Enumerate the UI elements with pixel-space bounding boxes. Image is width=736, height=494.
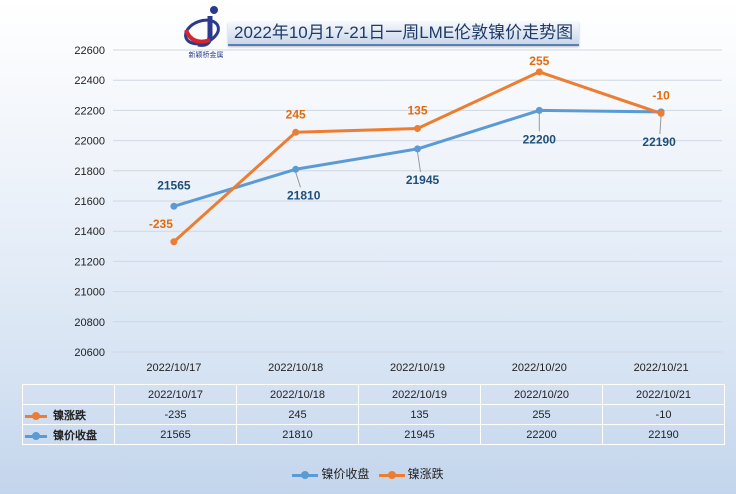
legend-item-close: 镍价收盘 [292, 465, 369, 482]
table-cell: 21810 [236, 424, 359, 445]
point-change [657, 109, 665, 117]
data-label-close: 21565 [157, 178, 191, 192]
data-label-change: 255 [529, 54, 549, 68]
leader-line [417, 151, 421, 172]
series-line-change [172, 70, 663, 244]
table-row-close: 镍价收盘 21565 21810 21945 22200 22190 [22, 424, 725, 445]
table-cell: 21945 [358, 424, 481, 445]
y-tick-label: 21800 [74, 166, 105, 178]
data-label-change: -10 [652, 88, 670, 102]
point-change [292, 128, 300, 136]
x-tick-label: 2022/10/18 [268, 362, 323, 374]
x-tick-label: 2022/10/17 [146, 362, 201, 374]
close-series-key-icon [25, 431, 47, 441]
data-label-close: 21810 [287, 188, 321, 202]
table-header-cell: 2022/10/20 [480, 384, 603, 405]
table-row-change: 镍涨跌 -235 245 135 255 -10 [22, 404, 725, 425]
chart-title: 2022年10月17-21日一周LME伦敦镍价走势图 [228, 22, 580, 46]
point-change [170, 238, 178, 246]
y-tick-label: 22400 [74, 75, 105, 87]
data-label-close: 22200 [523, 132, 557, 146]
y-tick-label: 21600 [74, 196, 105, 208]
x-tick-label: 2022/10/19 [390, 362, 445, 374]
chart-legend: 镍价收盘 镍涨跌 [0, 465, 736, 482]
table-cell: 135 [358, 404, 481, 425]
data-label-change: 135 [407, 104, 427, 118]
table-cell: -10 [602, 404, 725, 425]
leader-line [659, 114, 662, 134]
y-tick-label: 21400 [74, 226, 105, 238]
row-label-change: 镍涨跌 [53, 409, 86, 422]
table-cell: 21565 [114, 424, 237, 445]
data-table: 2022/10/17 2022/10/18 2022/10/19 2022/10… [22, 384, 725, 445]
series-line-close [172, 108, 663, 208]
data-label-change: 245 [286, 107, 306, 121]
change-series-key-icon [25, 411, 47, 421]
company-logo: 新颖桥金属 [184, 6, 224, 59]
table-cell: 245 [236, 404, 359, 425]
legend-item-change: 镍涨跌 [378, 465, 444, 482]
legend-line-marker-icon [378, 470, 405, 480]
y-tick-label: 20800 [74, 317, 105, 329]
leader-line [295, 172, 301, 188]
y-tick-label: 22000 [74, 136, 105, 148]
table-header-cell: 2022/10/17 [114, 384, 237, 405]
table-cell: 22200 [480, 424, 603, 445]
y-tick-label: 21000 [74, 287, 105, 299]
table-cell: 22190 [602, 424, 725, 445]
table-header-cell: 2022/10/21 [602, 384, 725, 405]
line-chart: 20600 20800 21000 21200 21400 21600 21800 22000… [74, 45, 722, 374]
logo-text: 新颖桥金属 [189, 50, 224, 59]
table-header-row: 2022/10/17 2022/10/18 2022/10/19 2022/10… [22, 384, 725, 405]
point-change [414, 125, 421, 133]
point-change [535, 68, 543, 76]
x-tick-label: 2022/10/21 [634, 362, 689, 374]
y-tick-label: 22600 [74, 45, 105, 57]
point-close [414, 145, 421, 153]
table-cell: 255 [480, 404, 603, 425]
table-cell: -235 [114, 404, 237, 425]
point-close [535, 106, 543, 114]
data-label-close: 22190 [642, 135, 676, 149]
table-header-cell: 2022/10/19 [358, 384, 481, 405]
x-tick-label: 2022/10/20 [512, 362, 567, 374]
table-header-cell: 2022/10/18 [236, 384, 359, 405]
row-label-close: 镍价收盘 [53, 429, 97, 442]
data-label-change: -235 [149, 217, 173, 231]
y-tick-label: 22200 [74, 105, 105, 117]
legend-line-marker-icon [292, 470, 319, 480]
point-close [292, 165, 300, 173]
y-tick-label: 21200 [74, 256, 105, 268]
point-close [170, 202, 178, 210]
data-label-close: 21945 [406, 173, 440, 187]
y-tick-label: 20600 [74, 347, 105, 359]
